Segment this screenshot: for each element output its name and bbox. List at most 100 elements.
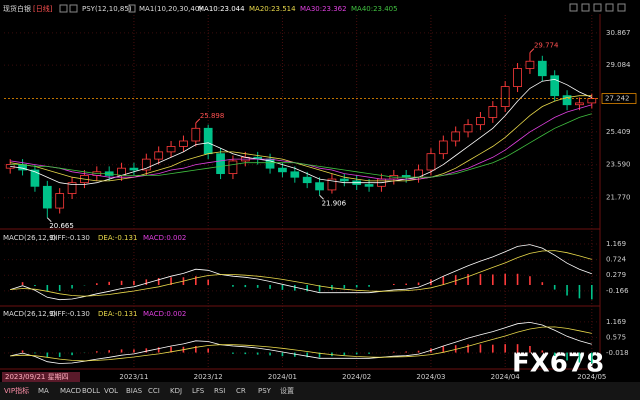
icon[interactable]	[617, 3, 626, 12]
toolbar-item[interactable]: MACD	[60, 387, 81, 395]
icon[interactable]	[69, 4, 78, 13]
candle-body	[278, 167, 287, 173]
macd-line	[10, 321, 592, 364]
annotation-line	[46, 217, 52, 223]
candle-body	[216, 153, 225, 175]
macd-bar	[566, 284, 568, 296]
panel-legend: DEA:-0.131	[98, 234, 137, 242]
macd-bar	[467, 344, 469, 353]
cursor-date-bg	[2, 372, 80, 382]
y-tick-label: 25.409	[606, 128, 631, 136]
toolbar-item[interactable]: 设置	[280, 386, 294, 395]
macd-bar	[170, 277, 172, 285]
macd-line	[10, 250, 592, 297]
icon[interactable]	[581, 3, 590, 12]
toolbar-bg	[0, 382, 640, 400]
macd-bar	[405, 283, 407, 285]
macd-bar	[281, 284, 284, 290]
candle-body	[500, 86, 510, 107]
macd-bar	[417, 282, 420, 285]
toolbar-item[interactable]: PSY	[258, 387, 272, 395]
period[interactable]: [日线]	[33, 4, 53, 13]
macd-bar	[541, 350, 544, 353]
macd-bar	[541, 282, 544, 285]
ma-line	[10, 113, 592, 178]
y-tick-label: -0.166	[606, 287, 629, 295]
macd-bar	[108, 281, 110, 285]
macd-bar	[553, 352, 556, 356]
candle-body	[55, 193, 65, 209]
legend-entry: MA30:23.362	[300, 5, 347, 13]
macd-bar	[269, 352, 271, 356]
toolbar-item[interactable]: KDJ	[170, 387, 182, 395]
toolbar-item[interactable]: CCI	[148, 387, 160, 395]
candle-body	[30, 169, 40, 187]
icon[interactable]	[605, 3, 614, 12]
macd-bar	[479, 344, 482, 353]
toolbar-item[interactable]: BIAS	[126, 387, 143, 395]
candle-body	[179, 140, 188, 147]
macd-bar	[281, 352, 284, 357]
candle-body	[438, 140, 448, 155]
y-tick-label: 1.169	[606, 240, 626, 248]
toolbar-item[interactable]: VIP指标	[4, 386, 29, 395]
macd-bar	[393, 351, 395, 353]
macd-bar	[145, 348, 148, 353]
ma-line	[10, 78, 592, 185]
candle-body	[191, 127, 201, 142]
toolbar-item[interactable]: RSI	[214, 387, 225, 395]
candle-body	[451, 131, 461, 142]
candle-body	[476, 117, 485, 126]
macd-bar	[591, 284, 593, 300]
y-tick-label: 30.867	[606, 29, 631, 37]
macd-line	[10, 326, 592, 362]
legend-entry: MA20:23.514	[249, 5, 296, 13]
icon[interactable]	[569, 3, 578, 12]
x-tick-label: 2024/04	[491, 373, 521, 381]
macd-bar	[343, 284, 346, 289]
candle-body	[463, 124, 473, 133]
macd-bar	[170, 346, 172, 353]
annotation-line	[195, 118, 201, 124]
ma-line	[10, 95, 592, 182]
y-tick-label: 23.590	[606, 161, 631, 169]
toolbar-item[interactable]: CR	[236, 387, 246, 395]
y-tick-label: 29.084	[606, 61, 631, 69]
toolbar-item[interactable]: LFS	[192, 387, 205, 395]
macd-bar	[256, 284, 259, 288]
macd-bar	[553, 284, 556, 290]
macd-bar	[442, 276, 445, 285]
macd-bar	[504, 273, 506, 285]
last-price-label: 27.242	[605, 95, 630, 103]
macd-bar	[269, 284, 271, 289]
icon[interactable]	[59, 4, 68, 13]
candle-body	[575, 102, 584, 106]
icon[interactable]	[593, 3, 602, 12]
candle-body	[513, 68, 522, 88]
macd-bar	[120, 349, 123, 353]
toolbar-item[interactable]: MA	[38, 387, 49, 395]
macd-bar	[294, 352, 296, 357]
candle-body	[525, 60, 535, 69]
panel-legend: DIFF:-0.130	[50, 234, 90, 242]
x-tick-label: 2023/11	[119, 373, 148, 381]
macd-bar	[467, 274, 469, 285]
toolbar-item[interactable]: VOL	[104, 387, 118, 395]
macd-bar	[71, 352, 73, 356]
x-tick-label: 2024/02	[342, 373, 371, 381]
macd-bar	[157, 277, 160, 285]
macd-bar	[244, 284, 247, 288]
macd-bar	[256, 352, 259, 355]
low-label: 20.665	[49, 222, 74, 230]
macd-bar	[479, 274, 482, 285]
macd-bar	[516, 273, 519, 285]
macd-bar	[393, 283, 395, 285]
macd-bar	[120, 280, 123, 285]
macd-bar	[232, 284, 234, 287]
toolbar-item[interactable]: BOLL	[82, 387, 100, 395]
macd-bar	[46, 352, 49, 357]
icon[interactable]	[128, 4, 136, 13]
macd-bar	[96, 283, 98, 285]
legend-entry: MA40:23.405	[351, 5, 398, 13]
